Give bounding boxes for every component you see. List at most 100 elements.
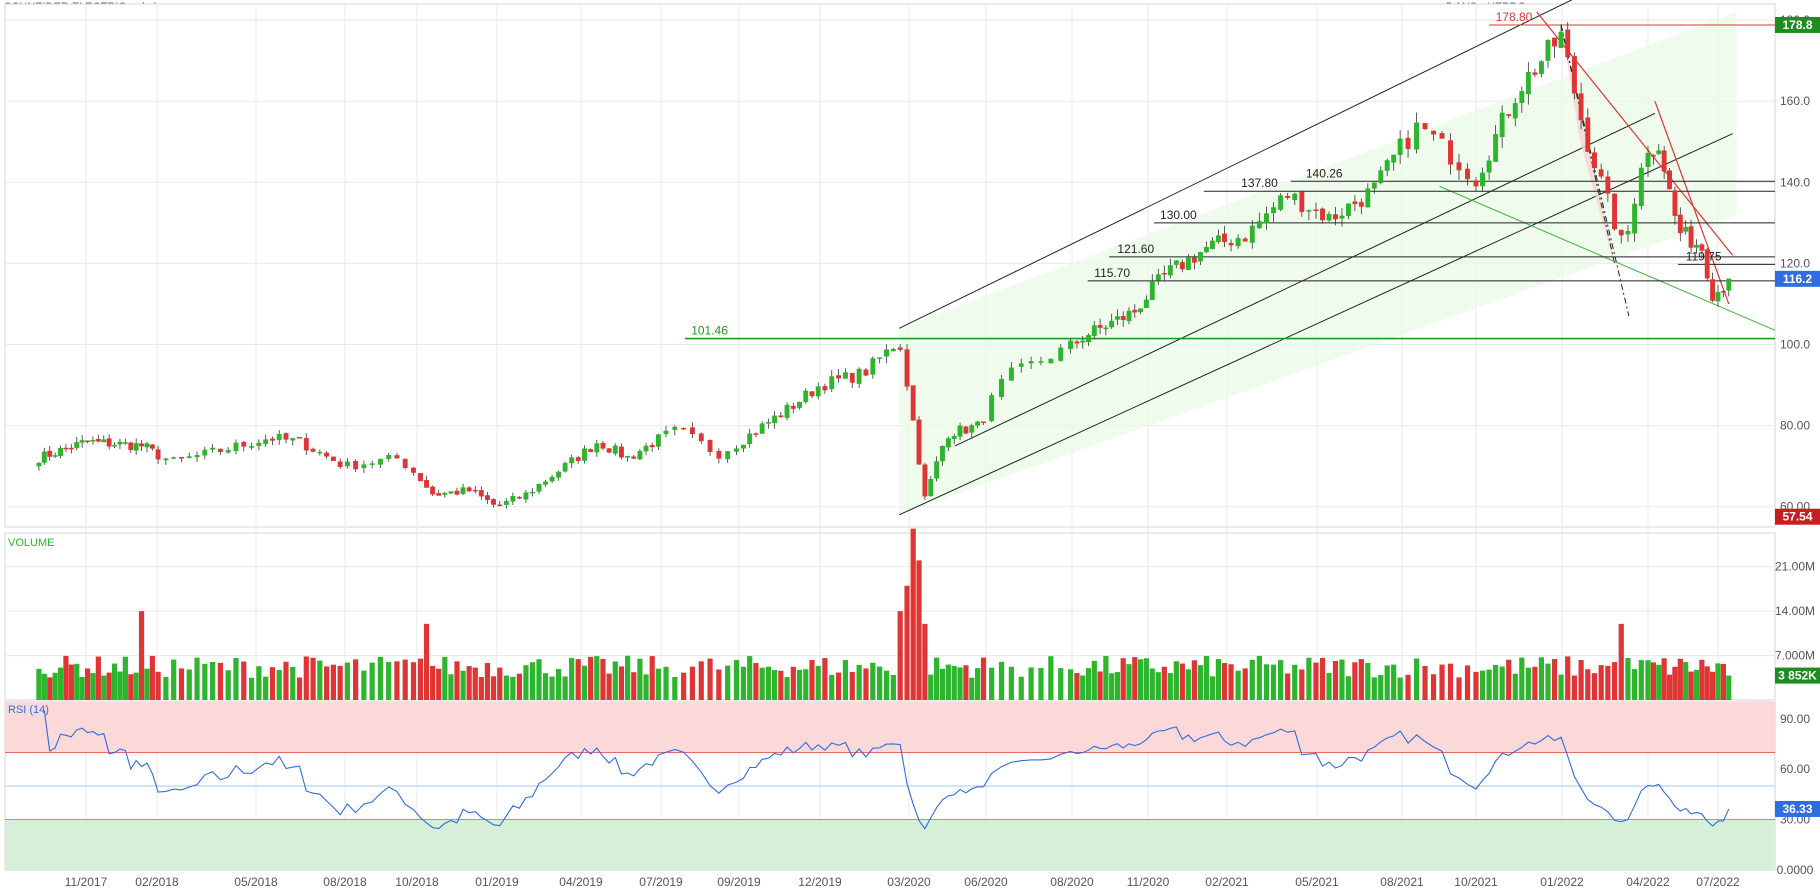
volume-bar	[897, 611, 903, 700]
candle-body	[290, 438, 296, 441]
volume-bar	[90, 673, 96, 700]
rsi-tick-label: 0.0000	[1777, 863, 1814, 877]
volume-bar	[765, 666, 771, 700]
candle-body	[1326, 213, 1332, 221]
volume-bar	[1656, 664, 1662, 700]
candle-body	[1486, 160, 1492, 173]
volume-bar	[1688, 671, 1694, 700]
candle-body	[981, 421, 986, 424]
volume-bar	[310, 657, 316, 700]
rsi-oversold-zone	[5, 819, 1775, 870]
volume-bar	[1371, 677, 1377, 700]
volume-bar	[1632, 669, 1638, 700]
volume-bar	[1058, 668, 1064, 700]
volume-bar	[1486, 669, 1492, 700]
price-tick-label: 80.00	[1780, 419, 1810, 433]
volume-bar	[57, 667, 64, 700]
volume-bar	[430, 665, 436, 700]
candle-body	[179, 457, 184, 459]
volume-bar	[303, 656, 309, 700]
volume-bar	[178, 668, 185, 700]
volume-bar	[581, 665, 588, 700]
volume-bar	[460, 670, 466, 700]
candle-body	[139, 443, 145, 447]
candle-body	[1645, 152, 1651, 167]
candle-body	[472, 489, 478, 492]
volume-bar	[1413, 658, 1420, 700]
volume-bar	[1666, 674, 1673, 700]
volume-bar	[870, 662, 876, 700]
volume-bar	[1132, 657, 1138, 700]
volume-bar	[1345, 676, 1352, 700]
volume-bar	[36, 668, 42, 700]
candle-body	[1149, 281, 1155, 300]
volume-bar	[681, 672, 687, 700]
last-volume-badge: 3 852K	[1778, 669, 1817, 683]
candle-body	[672, 426, 678, 431]
candle-body	[725, 451, 731, 460]
candle-body	[829, 376, 835, 390]
volume-bar	[202, 663, 208, 700]
candle-body	[655, 434, 661, 447]
candle-body	[1097, 325, 1103, 328]
candle-body	[815, 386, 821, 397]
candle-body	[1592, 152, 1597, 169]
volume-bar	[877, 666, 883, 700]
volume-bar	[1191, 660, 1197, 700]
volume-bar	[951, 665, 957, 700]
volume-bar	[324, 666, 330, 700]
candle-body	[747, 433, 753, 445]
candle-body	[41, 451, 47, 463]
x-tick-label: 10/2021	[1454, 875, 1498, 889]
volume-bar	[256, 666, 262, 700]
candle-body	[1726, 278, 1732, 291]
volume-bar	[1525, 667, 1531, 700]
candle-body	[1405, 137, 1411, 149]
candle-body	[940, 445, 945, 462]
volume-bar	[1067, 669, 1074, 700]
volume-bar	[1571, 675, 1578, 700]
candle-body	[466, 487, 472, 492]
volume-bar	[1319, 657, 1326, 700]
volume-bar	[448, 674, 454, 700]
volume-bar	[835, 672, 842, 700]
volume-bar	[643, 674, 649, 700]
x-tick-label: 05/2018	[234, 875, 278, 889]
candle-body	[790, 406, 796, 409]
volume-bar	[1228, 664, 1234, 700]
volume-bar	[1048, 656, 1054, 700]
x-tick-label: 02/2018	[135, 875, 179, 889]
candle-body	[1431, 130, 1436, 135]
candle-body	[536, 484, 542, 492]
candle-body	[989, 395, 995, 422]
x-tick-label: 07/2019	[639, 875, 683, 889]
candle-body	[910, 385, 916, 421]
candle-body	[734, 448, 739, 452]
volume-bar	[1699, 659, 1705, 700]
candle-body	[516, 496, 522, 499]
price-level-label: 140.26	[1306, 166, 1343, 180]
candle-body	[1203, 247, 1209, 253]
volume-bar	[84, 668, 91, 700]
volume-bar	[1203, 656, 1209, 700]
candle-body	[47, 450, 53, 457]
candle-body	[1091, 325, 1097, 336]
price-level-label: 130.00	[1160, 208, 1197, 222]
price-level-label: 121.60	[1117, 242, 1154, 256]
volume-bar	[772, 670, 778, 700]
candle-body	[1571, 56, 1577, 94]
volume-bar	[1661, 658, 1667, 700]
volume-bar	[1512, 673, 1518, 700]
candle-body	[1365, 188, 1371, 208]
last-price-badge: 116.2	[1783, 272, 1813, 286]
volume-bar	[1611, 662, 1618, 700]
volume-bar	[1185, 669, 1191, 700]
volume-bar	[317, 660, 323, 700]
volume-bar	[290, 666, 296, 700]
volume-bar	[1270, 664, 1277, 700]
volume-bar	[1221, 663, 1228, 700]
candle-body	[1532, 72, 1538, 75]
volume-bar	[454, 661, 460, 700]
candle-body	[759, 423, 765, 434]
volume-bar	[276, 669, 282, 700]
